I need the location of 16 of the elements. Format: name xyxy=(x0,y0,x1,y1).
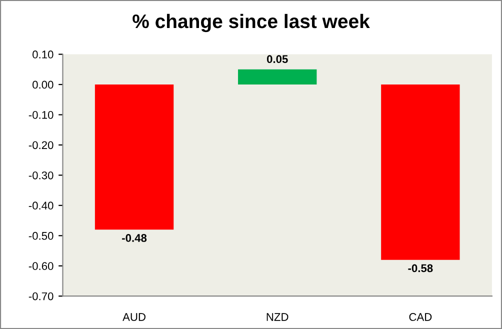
x-tick-label: CAD xyxy=(409,313,432,321)
y-tick-label: -0.70 xyxy=(28,292,54,300)
y-tick-label: 0.10 xyxy=(32,50,54,58)
x-tick-label: NZD xyxy=(266,313,288,321)
y-tick-label: -0.30 xyxy=(28,171,54,180)
data-label: 0.05 xyxy=(266,55,288,64)
y-tick-label: -0.40 xyxy=(28,202,54,210)
y-tick-label: 0.00 xyxy=(32,80,54,89)
y-tick-label: -0.50 xyxy=(28,232,54,240)
y-tick-label: -0.60 xyxy=(28,262,54,270)
data-label: -0.58 xyxy=(408,264,433,272)
chart-title: % change since last week xyxy=(132,14,370,32)
y-tick-label: -0.10 xyxy=(28,111,54,119)
y-tick-label: -0.20 xyxy=(28,141,54,150)
x-tick-label: AUD xyxy=(122,313,146,321)
data-label: -0.48 xyxy=(122,234,147,242)
